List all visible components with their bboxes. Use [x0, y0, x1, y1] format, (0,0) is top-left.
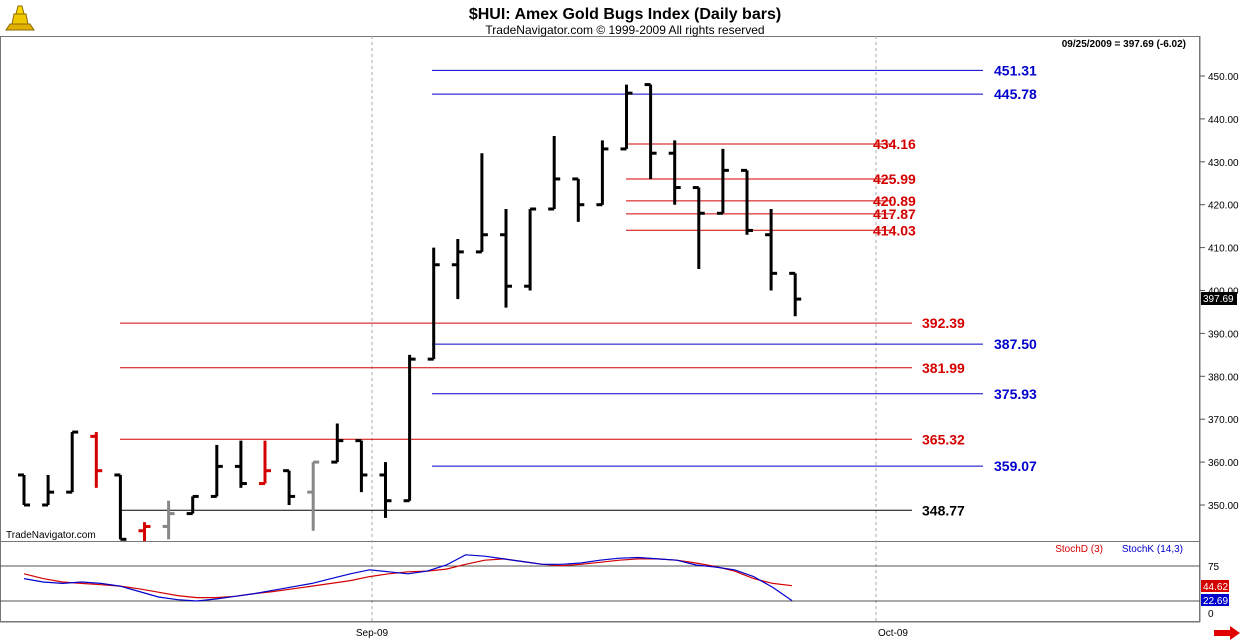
price-bar	[355, 439, 368, 493]
price-bar	[572, 177, 585, 222]
level-label: 425.99	[873, 171, 916, 187]
price-bar	[427, 247, 440, 361]
price-tick: 450.00	[1208, 72, 1239, 83]
xaxis-label-oct: Oct-09	[878, 628, 908, 639]
price-bars	[18, 83, 802, 541]
chart-title: $HUI: Amex Gold Bugs Index (Daily bars)	[469, 6, 781, 23]
price-bar	[210, 444, 223, 498]
level-label: 375.93	[994, 386, 1037, 402]
level-label: 359.07	[994, 458, 1037, 474]
stochd-value-box	[1201, 580, 1229, 592]
stochk-value: 22.69	[1203, 596, 1228, 607]
price-bar	[596, 140, 609, 207]
stochd-value: 44.62	[1203, 582, 1228, 593]
price-tick: 370.00	[1208, 415, 1239, 426]
stoch-tick-75: 75	[1208, 562, 1220, 573]
price-bar	[451, 239, 464, 300]
price-bar	[524, 207, 537, 291]
price-bar	[18, 473, 30, 507]
price-tick: 390.00	[1208, 329, 1239, 340]
stoch-tick-0: 0	[1208, 609, 1214, 620]
level-label: 417.87	[873, 206, 916, 222]
level-label: 392.39	[922, 315, 965, 331]
price-bar	[162, 500, 175, 540]
level-label: 445.78	[994, 86, 1037, 102]
stochk-value-box	[1201, 594, 1229, 606]
price-bar	[668, 140, 681, 205]
price-bar	[138, 522, 151, 541]
price-bar	[620, 84, 633, 151]
indicator-panel	[0, 541, 1200, 622]
level-label: 434.16	[873, 136, 916, 152]
price-bar	[500, 208, 512, 308]
price-bar	[548, 136, 561, 211]
price-bar	[789, 271, 802, 317]
price-bar	[42, 474, 55, 507]
price-bar	[716, 148, 729, 215]
price-bar	[283, 469, 296, 505]
stochastic-lines	[23, 554, 793, 602]
price-bar	[234, 440, 247, 488]
price-bar	[90, 432, 103, 488]
last-price-marker	[1201, 292, 1237, 305]
price-bar	[186, 494, 199, 516]
level-label: 365.32	[922, 431, 965, 447]
price-bar	[644, 83, 657, 179]
price-tick: 360.00	[1208, 458, 1239, 469]
price-bar	[379, 462, 392, 518]
price-bar	[741, 168, 753, 235]
price-bar	[114, 473, 127, 541]
level-label: 414.03	[873, 222, 916, 238]
price-bar	[403, 354, 416, 503]
watermark: TradeNavigator.com	[6, 530, 96, 541]
level-label: 381.99	[922, 360, 965, 376]
chart-subtitle: TradeNavigator.com © 1999-2009 All right…	[485, 23, 764, 37]
price-tick: 420.00	[1208, 201, 1239, 212]
level-lines: 451.31 445.78 434.16 425.99 420.89417.87414.…	[120, 62, 1037, 518]
price-bar	[307, 460, 320, 531]
last-price-label: 397.69	[1203, 294, 1234, 305]
stochd-legend: StochD (3)	[1055, 544, 1103, 555]
price-bar	[66, 430, 79, 494]
level-label: 348.77	[922, 502, 965, 518]
price-bar	[259, 440, 271, 486]
price-tick: 440.00	[1208, 115, 1239, 126]
price-bar	[331, 423, 344, 464]
price-tick: 410.00	[1208, 244, 1239, 255]
xaxis-label-sep: Sep-09	[356, 628, 389, 639]
level-label: 387.50	[994, 336, 1037, 352]
logo-icon	[5, 5, 35, 31]
quote-readout: 09/25/2009 = 397.69 (-6.02)	[1062, 39, 1186, 50]
price-tick: 380.00	[1208, 372, 1239, 383]
scroll-right-arrow-icon[interactable]	[1212, 626, 1242, 640]
level-label: 451.31	[994, 62, 1037, 78]
stochk-legend: StochK (14,3)	[1122, 544, 1183, 555]
level-label: 420.89	[873, 193, 916, 209]
price-tick: 430.00	[1208, 158, 1239, 169]
price-bar	[765, 208, 778, 291]
stochk-line	[23, 554, 793, 602]
price-panel	[0, 36, 1200, 542]
price-axis: 350.00 360.00 370.00 380.00 390.00 400.0…	[1200, 72, 1239, 512]
price-bar	[692, 186, 705, 270]
price-bar	[475, 153, 488, 254]
price-tick: 350.00	[1208, 501, 1239, 512]
